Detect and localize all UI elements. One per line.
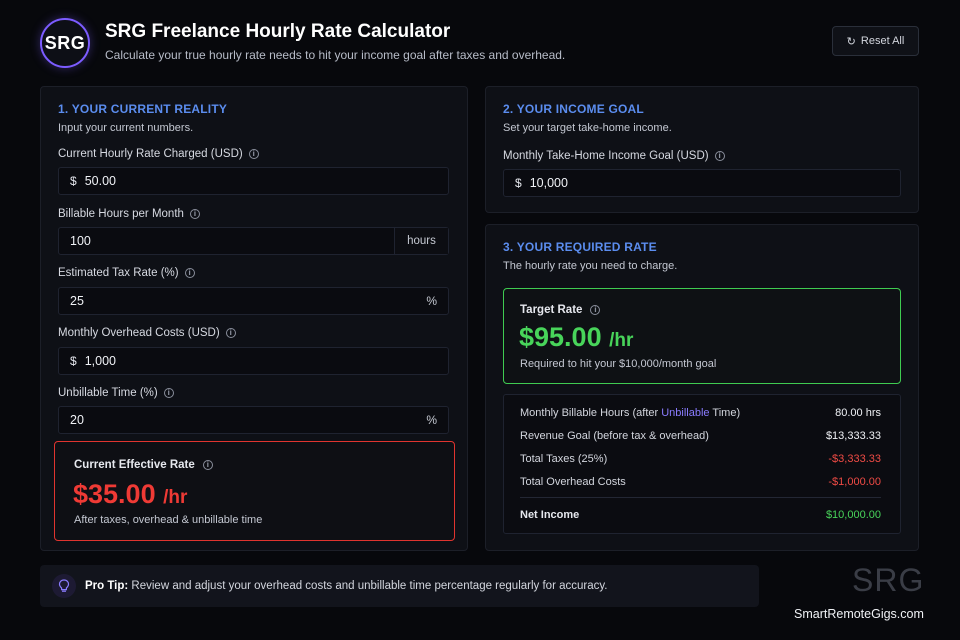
info-icon[interactable]: i [225, 328, 236, 338]
watermark-logo: SRG [852, 562, 925, 598]
info-icon[interactable]: i [248, 149, 259, 159]
section-subtitle-current-reality: Input your current numbers. [58, 122, 194, 134]
target-rate-unit: /hr [609, 330, 634, 351]
section-title-current-reality: 1. YOUR CURRENT REALITY [58, 102, 228, 116]
page-title: SRG Freelance Hourly Rate Calculator [105, 21, 451, 42]
hourly-rate-value: 50.00 [84, 174, 116, 188]
breakdown-value: $13,333.33 [825, 430, 881, 442]
lightbulb-icon [52, 574, 76, 598]
breakdown-row-total-taxes: Total Taxes (25%) -$3,333.33 [520, 453, 881, 465]
brand-logo: SRG [40, 18, 90, 68]
effective-rate-label: Current Effective Rate i [74, 459, 213, 471]
target-rate-note: Required to hit your $10,000/month goal [520, 358, 717, 370]
breakdown-label: Total Taxes (25%) [520, 453, 608, 465]
info-icon[interactable]: i [714, 151, 725, 161]
target-rate-card: Target Rate i $95.00 /hr Required to hit… [503, 288, 901, 384]
refresh-icon: ↻ [846, 35, 856, 48]
currency-prefix: $ [515, 176, 522, 190]
pro-tip-text: Pro Tip: Review and adjust your overhead… [85, 580, 608, 592]
breakdown-row-overhead: Total Overhead Costs -$1,000.00 [520, 476, 881, 488]
section-subtitle-required-rate: The hourly rate you need to charge. [503, 260, 678, 272]
overhead-costs-label-text: Monthly Overhead Costs (USD) [58, 327, 220, 339]
tax-rate-value: 25 [70, 294, 84, 308]
breakdown-row-net-income: Net Income $10,000.00 [520, 509, 881, 521]
reset-all-button[interactable]: ↻ Reset All [832, 26, 919, 56]
target-rate-amount: $95.00 [519, 322, 602, 352]
breakdown-label: Revenue Goal (before tax & overhead) [520, 430, 709, 442]
hours-suffix: hours [394, 228, 448, 254]
billable-hours-value: 100 [70, 234, 91, 248]
section-subtitle-income-goal: Set your target take-home income. [503, 122, 672, 134]
effective-rate-label-text: Current Effective Rate [74, 459, 195, 471]
info-icon[interactable]: i [189, 209, 200, 219]
logo-text: SRG [44, 32, 86, 53]
hourly-rate-label: Current Hourly Rate Charged (USD) i [58, 148, 259, 160]
breakdown-value: -$3,333.33 [828, 453, 881, 465]
pro-tip-banner: Pro Tip: Review and adjust your overhead… [40, 565, 759, 607]
breakdown-value: -$1,000.00 [828, 476, 881, 488]
unbillable-time-label-text: Unbillable Time (%) [58, 387, 158, 399]
info-icon[interactable]: i [184, 268, 195, 278]
breakdown-label: Total Overhead Costs [520, 476, 626, 488]
reset-all-label: Reset All [860, 35, 905, 47]
hourly-rate-label-text: Current Hourly Rate Charged (USD) [58, 148, 243, 160]
income-goal-label: Monthly Take-Home Income Goal (USD) i [503, 150, 725, 162]
tax-rate-label-text: Estimated Tax Rate (%) [58, 267, 179, 279]
income-goal-input[interactable]: $ 10,000 [503, 169, 901, 197]
percent-suffix: % [426, 413, 437, 427]
effective-rate-note: After taxes, overhead & unbillable time [74, 514, 263, 526]
rate-breakdown: Monthly Billable Hours (after Unbillable… [503, 394, 901, 534]
tax-rate-input[interactable]: 25 % [58, 287, 449, 315]
target-rate-value: $95.00 /hr [519, 322, 633, 353]
hourly-rate-input[interactable]: $ 50.00 [58, 167, 449, 195]
breakdown-value: $10,000.00 [825, 509, 881, 521]
billable-hours-label: Billable Hours per Month i [58, 208, 200, 220]
unbillable-time-label: Unbillable Time (%) i [58, 387, 174, 399]
unbillable-time-input[interactable]: 20 % [58, 406, 449, 434]
currency-prefix: $ [70, 354, 77, 368]
breakdown-divider [520, 497, 881, 498]
current-effective-rate-card: Current Effective Rate i $35.00 /hr Afte… [54, 441, 455, 541]
info-icon[interactable]: i [202, 460, 213, 470]
effective-rate-value: $35.00 /hr [73, 479, 187, 510]
breakdown-label: Monthly Billable Hours (after Unbillable… [520, 407, 741, 419]
overhead-costs-value: 1,000 [84, 354, 116, 368]
tax-rate-label: Estimated Tax Rate (%) i [58, 267, 195, 279]
watermark-site: SmartRemoteGigs.com [794, 607, 924, 621]
section-title-income-goal: 2. YOUR INCOME GOAL [503, 102, 644, 116]
percent-suffix: % [426, 294, 437, 308]
page-subtitle: Calculate your true hourly rate needs to… [105, 48, 566, 62]
target-rate-label: Target Rate i [520, 304, 601, 316]
info-icon[interactable]: i [590, 305, 601, 315]
section-title-required-rate: 3. YOUR REQUIRED RATE [503, 240, 657, 254]
breakdown-label: Net Income [520, 509, 580, 521]
info-icon[interactable]: i [163, 388, 174, 398]
billable-hours-input[interactable]: 100 hours [58, 227, 449, 255]
effective-rate-unit: /hr [163, 487, 188, 508]
breakdown-row-revenue-goal: Revenue Goal (before tax & overhead) $13… [520, 430, 881, 442]
income-goal-label-text: Monthly Take-Home Income Goal (USD) [503, 150, 709, 162]
target-rate-label-text: Target Rate [520, 304, 583, 316]
breakdown-value: 80.00 hrs [835, 407, 881, 419]
billable-hours-label-text: Billable Hours per Month [58, 208, 184, 220]
unbillable-time-value: 20 [70, 413, 84, 427]
overhead-costs-label: Monthly Overhead Costs (USD) i [58, 327, 236, 339]
effective-rate-amount: $35.00 [73, 479, 156, 509]
currency-prefix: $ [70, 174, 77, 188]
breakdown-row-billable-hours: Monthly Billable Hours (after Unbillable… [520, 407, 881, 419]
income-goal-value: 10,000 [529, 176, 568, 190]
overhead-costs-input[interactable]: $ 1,000 [58, 347, 449, 375]
